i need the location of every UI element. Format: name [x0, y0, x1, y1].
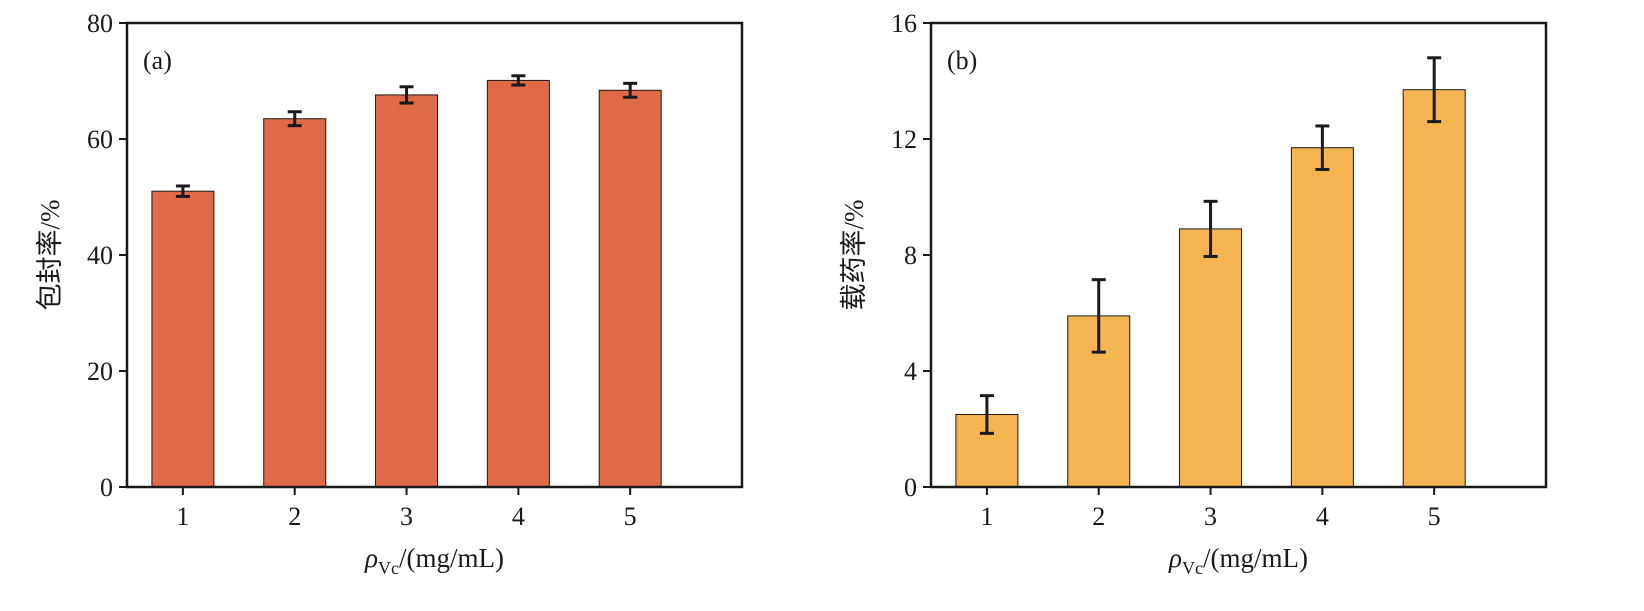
x-tick-label: 4	[1316, 502, 1329, 531]
x-tick-label: 4	[512, 502, 525, 531]
error-bar	[1203, 199, 1218, 258]
x-tick-label: 2	[1092, 502, 1105, 531]
bar	[486, 79, 550, 488]
error-bar	[1315, 124, 1330, 171]
error-bar	[175, 184, 190, 198]
y-tick-label: 60	[87, 125, 113, 154]
y-tick-label: 0	[100, 473, 113, 502]
x-tick-label: 1	[980, 502, 993, 531]
error-bar	[623, 81, 638, 99]
y-tick-label: 20	[87, 357, 113, 386]
y-tick-label: 16	[891, 9, 917, 38]
bar	[1402, 89, 1466, 488]
error-bar	[287, 110, 302, 128]
error-bar	[511, 74, 526, 87]
bar	[1179, 228, 1243, 488]
y-tick-label: 40	[87, 241, 113, 270]
y-tick-label: 0	[904, 473, 917, 502]
y-tick-label: 4	[904, 357, 917, 386]
bar	[151, 190, 215, 488]
bar	[263, 118, 327, 488]
y-tick-label: 12	[891, 125, 917, 154]
x-tick-label: 1	[176, 502, 189, 531]
x-axis-label: ρVc/(mg/mL)	[364, 543, 504, 578]
x-axis-label: ρVc/(mg/mL)	[1168, 543, 1308, 578]
error-bar	[1091, 278, 1106, 354]
panel-label: (b)	[947, 46, 977, 75]
x-tick-label: 5	[1428, 502, 1441, 531]
y-axis-label: 包封率/%	[35, 200, 65, 311]
chart-panel-1: 0 20 40 60 80 1 2 3 4 5 (a) 包封率/% ρVc/(mg/mL)	[35, 9, 744, 578]
error-bar	[399, 85, 414, 105]
x-tick-label: 3	[1204, 502, 1217, 531]
panel-label: (a)	[143, 46, 172, 75]
y-tick-label: 80	[87, 9, 113, 38]
y-tick-label: 8	[904, 241, 917, 270]
x-tick-label: 3	[400, 502, 413, 531]
x-tick-label: 5	[624, 502, 637, 531]
bar	[598, 89, 662, 488]
error-bar	[1427, 56, 1442, 124]
y-axis-label: 载药率/%	[839, 200, 869, 311]
error-bar	[979, 394, 994, 435]
x-tick-label: 2	[288, 502, 301, 531]
bar	[375, 94, 439, 488]
bar	[1290, 147, 1354, 488]
